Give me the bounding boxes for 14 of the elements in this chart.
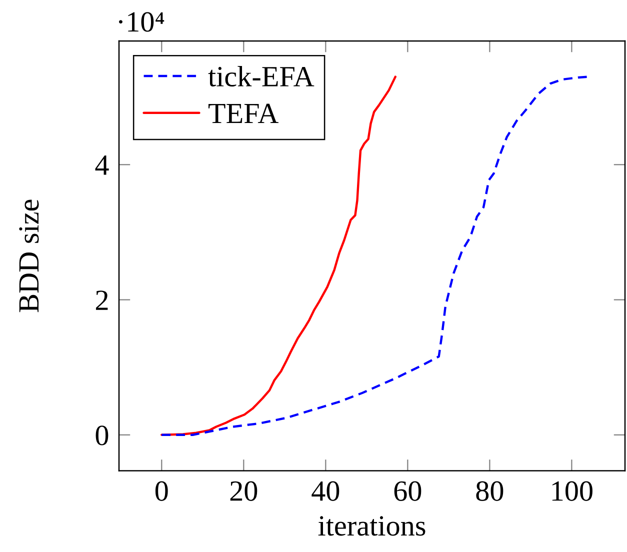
text: ·10⁴ bbox=[119, 12, 164, 32]
legend-label: TEFA bbox=[208, 104, 279, 124]
x-tick-label: 80 bbox=[476, 481, 504, 501]
y-tick-label: 2 bbox=[96, 290, 108, 310]
x-tick-label: 20 bbox=[230, 481, 258, 501]
legend-label: tick-EFA bbox=[208, 66, 314, 86]
x-tick-label: 60 bbox=[394, 481, 422, 501]
x-axis-title: iterations bbox=[318, 516, 426, 536]
y-tick-label: 0 bbox=[96, 426, 108, 446]
y-axis-title: BDD size bbox=[19, 200, 39, 312]
x-tick-label: 100 bbox=[552, 481, 592, 501]
y-tick-label: 4 bbox=[95, 156, 109, 175]
x-tick-label: 0 bbox=[155, 481, 168, 501]
x-tick-label: 40 bbox=[312, 481, 340, 501]
